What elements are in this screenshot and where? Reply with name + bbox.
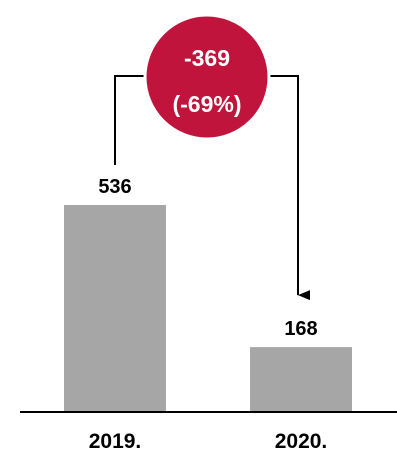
bar-2020 <box>250 347 352 412</box>
bar-2019 <box>64 205 166 412</box>
change-bubble-circle <box>143 13 271 141</box>
category-label-2019: 2019. <box>89 430 142 453</box>
change-percent-label: (-69%) <box>172 91 241 117</box>
category-label-2020: 2020. <box>275 430 328 453</box>
change-value-label: -369 <box>184 45 230 71</box>
value-label-2020: 168 <box>284 318 317 340</box>
change-bubble: -369 (-69%) <box>143 13 271 141</box>
value-label-2019: 536 <box>98 176 131 198</box>
